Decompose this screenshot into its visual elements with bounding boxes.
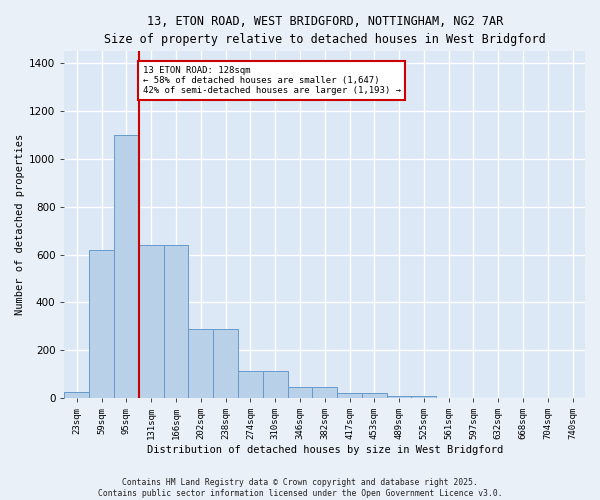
Text: 13 ETON ROAD: 128sqm
← 58% of detached houses are smaller (1,647)
42% of semi-de: 13 ETON ROAD: 128sqm ← 58% of detached h… xyxy=(143,66,401,96)
Bar xyxy=(114,135,139,398)
Y-axis label: Number of detached properties: Number of detached properties xyxy=(15,134,25,316)
Bar xyxy=(263,370,287,398)
Bar xyxy=(164,245,188,398)
Text: Contains HM Land Registry data © Crown copyright and database right 2025.
Contai: Contains HM Land Registry data © Crown c… xyxy=(98,478,502,498)
Bar xyxy=(386,396,412,398)
Bar xyxy=(313,388,337,398)
Bar xyxy=(89,250,114,398)
Bar xyxy=(337,394,362,398)
X-axis label: Distribution of detached houses by size in West Bridgford: Distribution of detached houses by size … xyxy=(146,445,503,455)
Bar xyxy=(287,388,313,398)
Title: 13, ETON ROAD, WEST BRIDGFORD, NOTTINGHAM, NG2 7AR
Size of property relative to : 13, ETON ROAD, WEST BRIDGFORD, NOTTINGHA… xyxy=(104,15,545,46)
Bar xyxy=(412,396,436,398)
Bar xyxy=(188,329,213,398)
Bar xyxy=(362,394,386,398)
Bar xyxy=(238,370,263,398)
Bar xyxy=(139,245,164,398)
Bar xyxy=(213,329,238,398)
Bar xyxy=(64,392,89,398)
